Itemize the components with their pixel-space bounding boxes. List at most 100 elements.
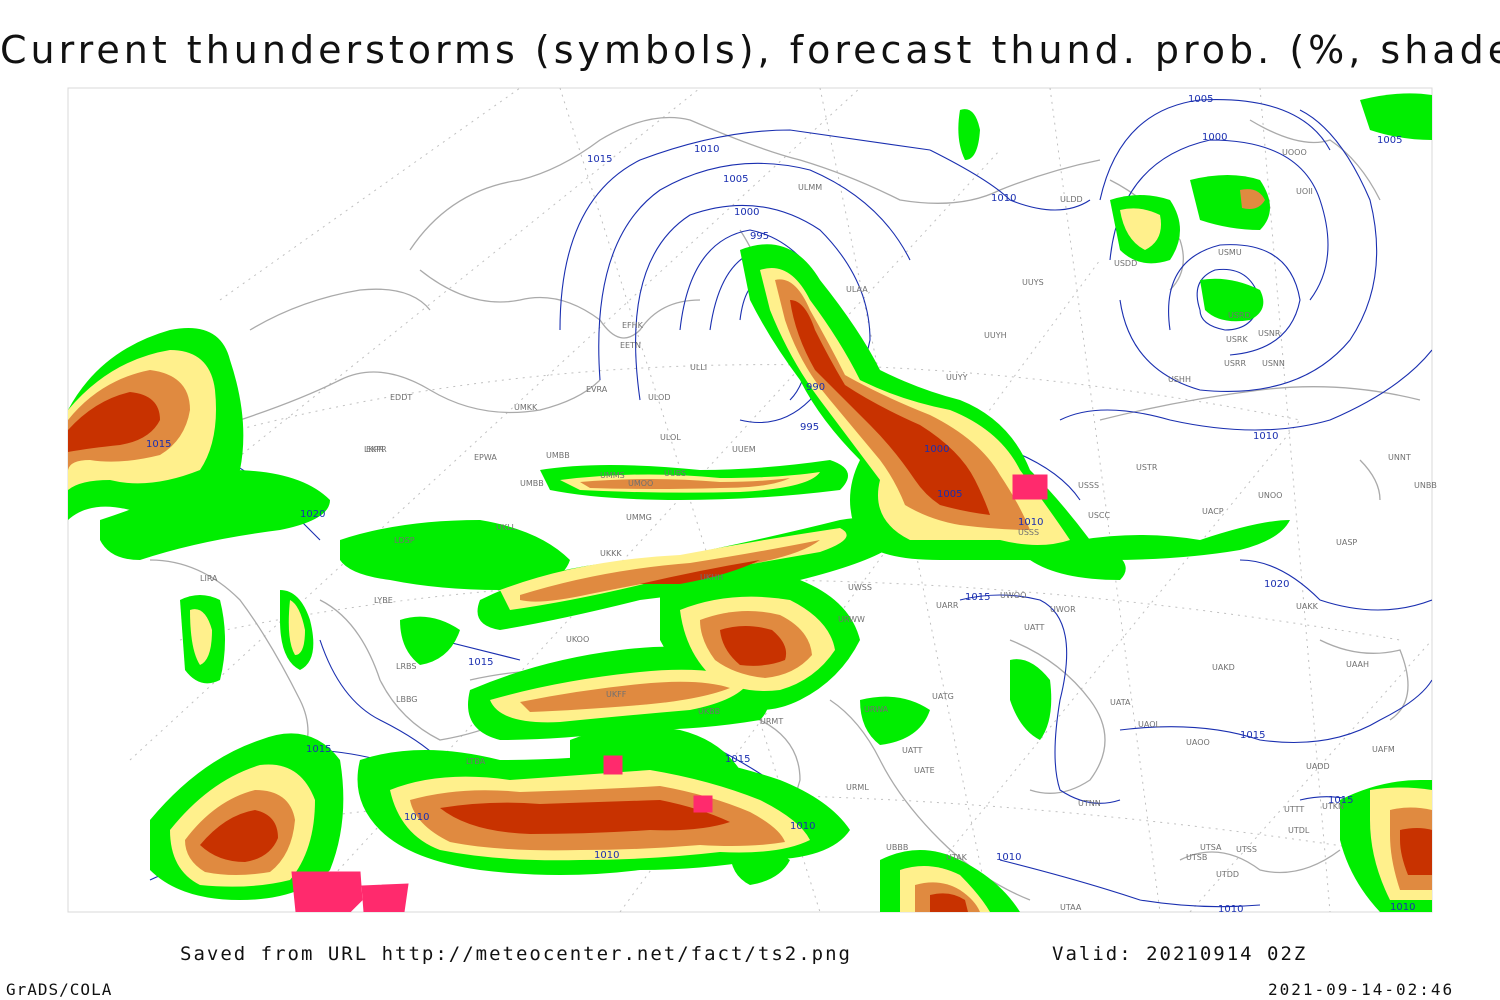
isobar-label: 1010: [790, 821, 815, 832]
station-label: EDDT: [390, 393, 412, 402]
station-label: UMMG: [626, 513, 652, 522]
isobar-label: 1015: [1240, 730, 1265, 741]
station-label: LTBA: [466, 757, 486, 766]
station-label: USNR: [1258, 329, 1281, 338]
isobar-label: 1010: [1390, 902, 1415, 913]
station-label: UACP: [1202, 507, 1224, 516]
software-credit: GrADS/COLA: [6, 980, 113, 999]
station-label: USDD: [1114, 259, 1137, 268]
isobar-label: 1015: [965, 592, 990, 603]
station-label: UAAH: [1346, 660, 1369, 669]
isobar-label: 1005: [1188, 94, 1213, 105]
isobar-label: 1015: [725, 754, 750, 765]
generation-timestamp: 2021-09-14-02:46: [1268, 980, 1455, 999]
isobar-label: 1010: [1018, 517, 1043, 528]
station-label: USRK: [1226, 335, 1248, 344]
station-label: LRBS: [396, 662, 416, 671]
station-label: USRD: [1228, 311, 1251, 320]
station-label: ULOL: [660, 433, 681, 442]
isobar-label: 1000: [1202, 132, 1227, 143]
station-label: UTSS: [1236, 845, 1257, 854]
station-label: ULMM: [798, 183, 822, 192]
station-label: EVRA: [586, 385, 608, 394]
thunder-probability-shading: [68, 93, 1432, 912]
source-url-caption: Saved from URL http://meteocenter.net/fa…: [180, 943, 852, 965]
isobar-labels: 1015 1010 1005 1000 995 990 995 1000 100…: [146, 94, 1415, 915]
station-label: UWSS: [848, 583, 872, 592]
station-label: UTSB: [1186, 853, 1207, 862]
station-label: UOII: [1296, 187, 1313, 196]
station-label: USHH: [1168, 375, 1191, 384]
station-label: UARR: [936, 601, 959, 610]
station-label: UTAK: [946, 853, 968, 862]
station-label: UBBB: [886, 843, 908, 852]
station-label: UAFM: [1372, 745, 1395, 754]
station-label: UKKK: [600, 549, 622, 558]
station-label: UASP: [1336, 538, 1357, 547]
station-label: UUYH: [984, 331, 1007, 340]
station-label: ULOD: [648, 393, 670, 402]
station-label: UUBS: [664, 469, 686, 478]
station-label: USTR: [1136, 463, 1158, 472]
station-labels: ULMM ULAA EFHK EETN EVRA ULOD ULLI ULOL …: [200, 148, 1437, 912]
station-label: USSS: [1018, 528, 1039, 537]
station-label: ULAA: [846, 285, 868, 294]
station-label: ULLI: [690, 363, 707, 372]
isobar-label: 1000: [924, 444, 949, 455]
storm-symbol: [291, 871, 363, 912]
isobar-label: 1010: [404, 812, 429, 823]
isobar-label: 1015: [468, 657, 493, 668]
isobar-label: 995: [750, 231, 769, 242]
station-label: UWOO: [1000, 591, 1026, 600]
station-label: UWOR: [1050, 605, 1076, 614]
station-label: UATE: [914, 766, 935, 775]
station-label: UMKK: [514, 403, 538, 412]
station-label: UTDL: [1288, 826, 1310, 835]
isobar-label: 1010: [594, 850, 619, 861]
isobar-label: 1005: [937, 489, 962, 500]
isobar-label: 1020: [1264, 579, 1289, 590]
station-label: UAOL: [1138, 720, 1160, 729]
isobar-label: 1010: [996, 852, 1021, 863]
isobar-label: 1005: [1377, 135, 1402, 146]
station-label: UMBB: [520, 479, 544, 488]
station-label: UKLL: [496, 523, 517, 532]
station-label: UATA: [1110, 698, 1131, 707]
storm-symbol: [603, 755, 623, 775]
station-label: LYBE: [374, 596, 393, 605]
isobar-label: 1020: [300, 509, 325, 520]
isobar-label: 1010: [694, 144, 719, 155]
station-label: UUYS: [1022, 278, 1044, 287]
isobar-label: 1000: [734, 207, 759, 218]
station-label: UAOO: [1186, 738, 1210, 747]
station-label: URWW: [838, 615, 865, 624]
station-label: LBBG: [396, 695, 418, 704]
station-label: UTAA: [1060, 903, 1082, 912]
station-label: EETN: [620, 341, 641, 350]
station-label: LDSP: [394, 536, 415, 545]
station-label: UNOO: [1258, 491, 1282, 500]
station-label: UAKD: [1212, 663, 1235, 672]
station-label: USMU: [1218, 248, 1242, 257]
station-label: USCC: [1088, 511, 1111, 520]
station-label: UTKN: [1322, 802, 1344, 811]
isobar-label: 995: [800, 422, 819, 433]
station-label: UOOO: [1282, 148, 1307, 157]
station-label: UTNN: [1078, 799, 1101, 808]
station-label: LIRA: [200, 574, 218, 583]
station-label: UNBB: [1414, 481, 1437, 490]
isobar-label: 1015: [1328, 795, 1353, 806]
station-label: UKOO: [566, 635, 589, 644]
station-label: UADD: [1306, 762, 1330, 771]
station-label: UTSA: [1200, 843, 1222, 852]
station-label: UNNT: [1388, 453, 1411, 462]
isobar-label: 1005: [723, 174, 748, 185]
isobar-label: 1015: [306, 744, 331, 755]
current-thunderstorm-symbols: [291, 474, 1048, 912]
station-label: UATT: [1024, 623, 1044, 632]
prob-max-areas: [68, 300, 1432, 912]
isobar-label: 1015: [587, 154, 612, 165]
isobar-label: 990: [806, 382, 825, 393]
station-label: URMT: [760, 717, 783, 726]
station-label: UMBB: [546, 451, 570, 460]
